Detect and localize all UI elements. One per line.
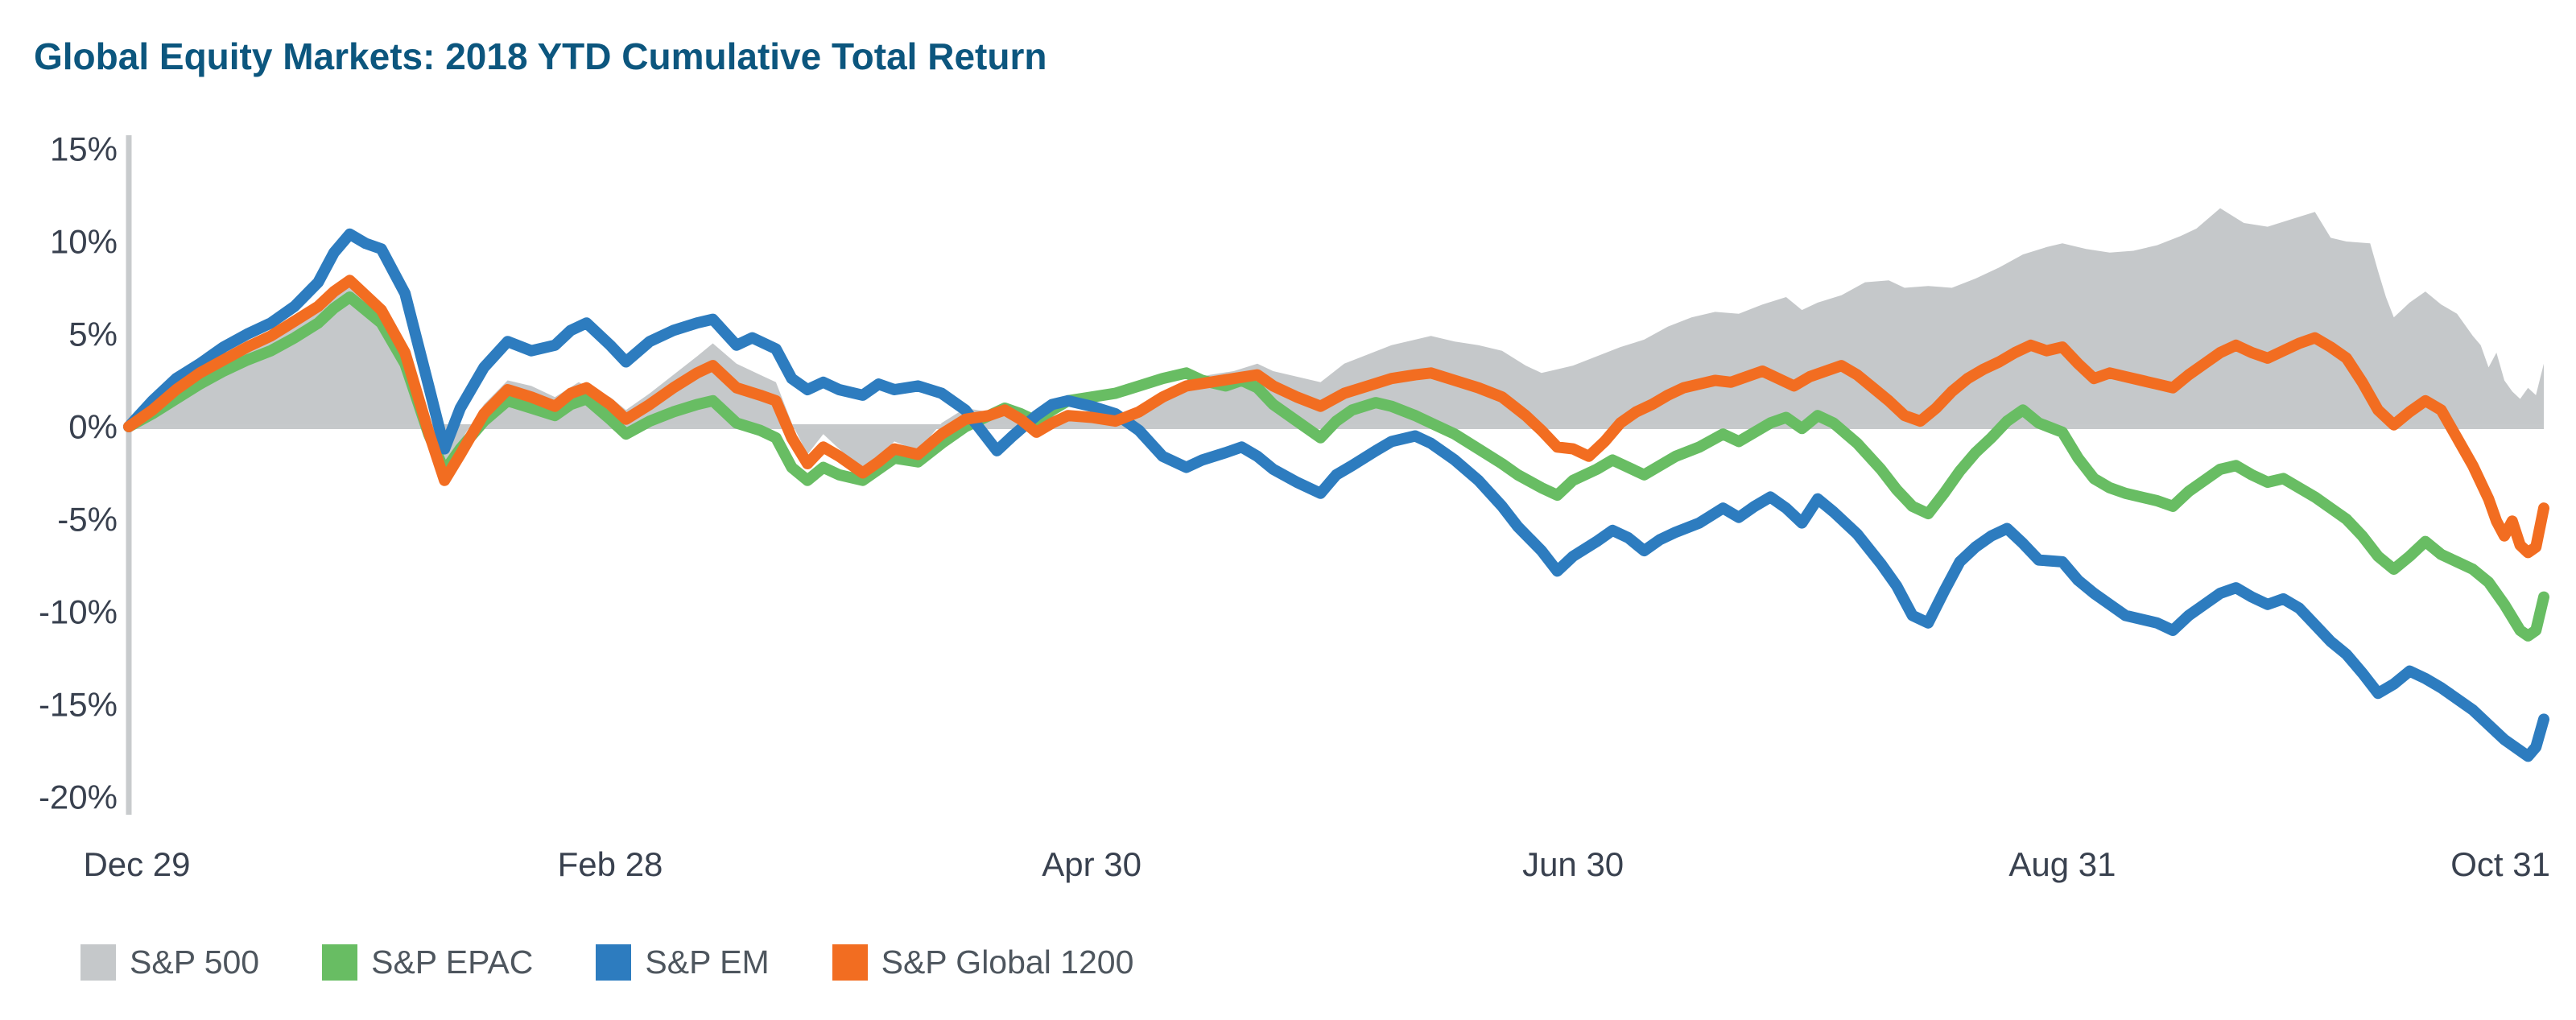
legend-item-s-p-em: S&P EM xyxy=(596,944,770,981)
chart-legend: S&P 500 S&P EPAC S&P EM S&P Global 1200 xyxy=(80,944,1133,981)
y-tick-label: 5% xyxy=(68,316,118,353)
legend-item-s-p-global-1200: S&P Global 1200 xyxy=(832,944,1134,981)
y-tick-label: 10% xyxy=(50,223,118,261)
series-line-s-p-epac xyxy=(123,291,2549,642)
page-title: Global Equity Markets: 2018 YTD Cumulati… xyxy=(34,35,1046,77)
x-tick-label: Dec 29 xyxy=(83,845,190,883)
y-tick-label: -10% xyxy=(39,593,118,631)
y-tick-label: -20% xyxy=(39,778,118,816)
legend-item-s-p-500: S&P 500 xyxy=(80,944,259,981)
x-tick-label: Aug 31 xyxy=(2008,845,2116,883)
x-tick-label: Oct 31 xyxy=(2450,845,2550,883)
legend-swatch-s-p-em xyxy=(596,944,632,981)
legend-swatch-s-p-500 xyxy=(80,944,116,981)
legend-label-s-p-epac: S&P EPAC xyxy=(371,944,534,981)
y-tick-label: 15% xyxy=(50,130,118,168)
x-tick-label: Feb 28 xyxy=(558,845,663,883)
series-line-s-p-em xyxy=(123,228,2549,762)
series-area-s-p-500 xyxy=(129,208,2544,469)
x-tick-label: Jun 30 xyxy=(1522,845,1624,883)
x-tick-label: Apr 30 xyxy=(1042,845,1141,883)
y-tick-label: -15% xyxy=(39,686,118,724)
axis-tick-labels: 15% 10% 5% 0% -5% -10% -15% -20% Dec 29 Feb 28 Apr… xyxy=(39,130,2550,884)
legend-swatch-s-p-epac xyxy=(322,944,358,981)
legend-item-s-p-epac: S&P EPAC xyxy=(322,944,533,981)
legend-label-s-p-500: S&P 500 xyxy=(130,944,260,981)
legend-label-s-p-em: S&P EM xyxy=(645,944,770,981)
series-plot-area xyxy=(123,208,2549,762)
y-tick-label: 0% xyxy=(68,408,118,446)
y-tick-label: -5% xyxy=(57,501,118,539)
series-line-s-p-global-1200 xyxy=(123,275,2549,559)
legend-label-s-p-global-1200: S&P Global 1200 xyxy=(881,944,1134,981)
legend-swatch-s-p-global-1200 xyxy=(832,944,868,981)
